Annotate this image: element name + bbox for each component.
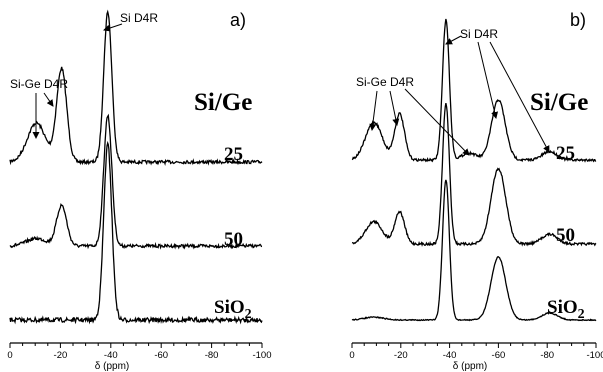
x-tick-label: 0: [349, 350, 354, 361]
x-tick-label: -20: [54, 350, 68, 361]
x-tick-label: -100: [252, 350, 271, 361]
panel-b-traces: [351, 18, 597, 322]
panel-b-si-ge-d4r-label: Si-Ge D4R: [356, 75, 414, 89]
spectrum-trace-25: [9, 9, 263, 167]
panel-b-si-d4r-arrow-2: [477, 41, 499, 119]
x-tick-label: -80: [540, 350, 554, 361]
panel-b-label-25: 25: [556, 143, 575, 164]
panel-a-x-label: δ (ppm): [95, 361, 129, 372]
panel-a: a) Si D4R Si-Ge D4R Si/Ge 25 50 SiO2 0 -2…: [7, 9, 272, 372]
panel-a-tag: a): [230, 10, 246, 30]
panel-b-x-axis: 0 -20 -40 -60 -80 -100: [349, 342, 603, 361]
x-tick-label: -80: [205, 350, 219, 361]
x-tick-label: -40: [443, 350, 457, 361]
x-tick-label: -40: [104, 350, 118, 361]
panel-a-si-ge-d4r-label: Si-Ge D4R: [10, 77, 68, 91]
panel-a-arrow-2: [43, 92, 54, 107]
x-tick-label: -20: [394, 350, 408, 361]
panel-b-tag: b): [570, 10, 586, 30]
panel-b-si-d4r-arrow-3: [489, 41, 550, 153]
panel-a-traces: [9, 9, 263, 325]
panel-b-label-sio2: SiO2: [547, 297, 585, 322]
panel-b-arrow-2: [389, 90, 400, 126]
spectrum-trace-sio2: [9, 140, 263, 325]
panel-b-arrow-3: [404, 88, 470, 156]
x-tick-label: 0: [7, 350, 12, 361]
panel-b-si-d4r-label: Si D4R: [460, 27, 498, 41]
panel-a-si-d4r-arrow: [103, 23, 123, 32]
x-tick-label: -60: [154, 350, 168, 361]
spectrum-trace-sio2: [351, 179, 597, 322]
panel-a-label-25: 25: [224, 144, 243, 165]
spectrum-trace-25: [351, 18, 597, 163]
spectrum-trace-50: [9, 113, 263, 250]
x-tick-label: -60: [492, 350, 506, 361]
panel-b-group-label: Si/Ge: [530, 89, 588, 116]
panel-b: b) Si D4R Si-Ge D4R Si/Ge 25 50 SiO2 0 -2…: [349, 10, 603, 372]
panel-a-group-label: Si/Ge: [194, 89, 252, 116]
spectrum-trace-50: [351, 102, 597, 247]
x-tick-label: -100: [586, 350, 603, 361]
panel-b-x-label: δ (ppm): [453, 361, 487, 372]
panel-a-x-axis: 0 -20 -40 -60 -80 -100: [7, 342, 272, 361]
panel-a-si-d4r-label: Si D4R: [120, 11, 158, 25]
